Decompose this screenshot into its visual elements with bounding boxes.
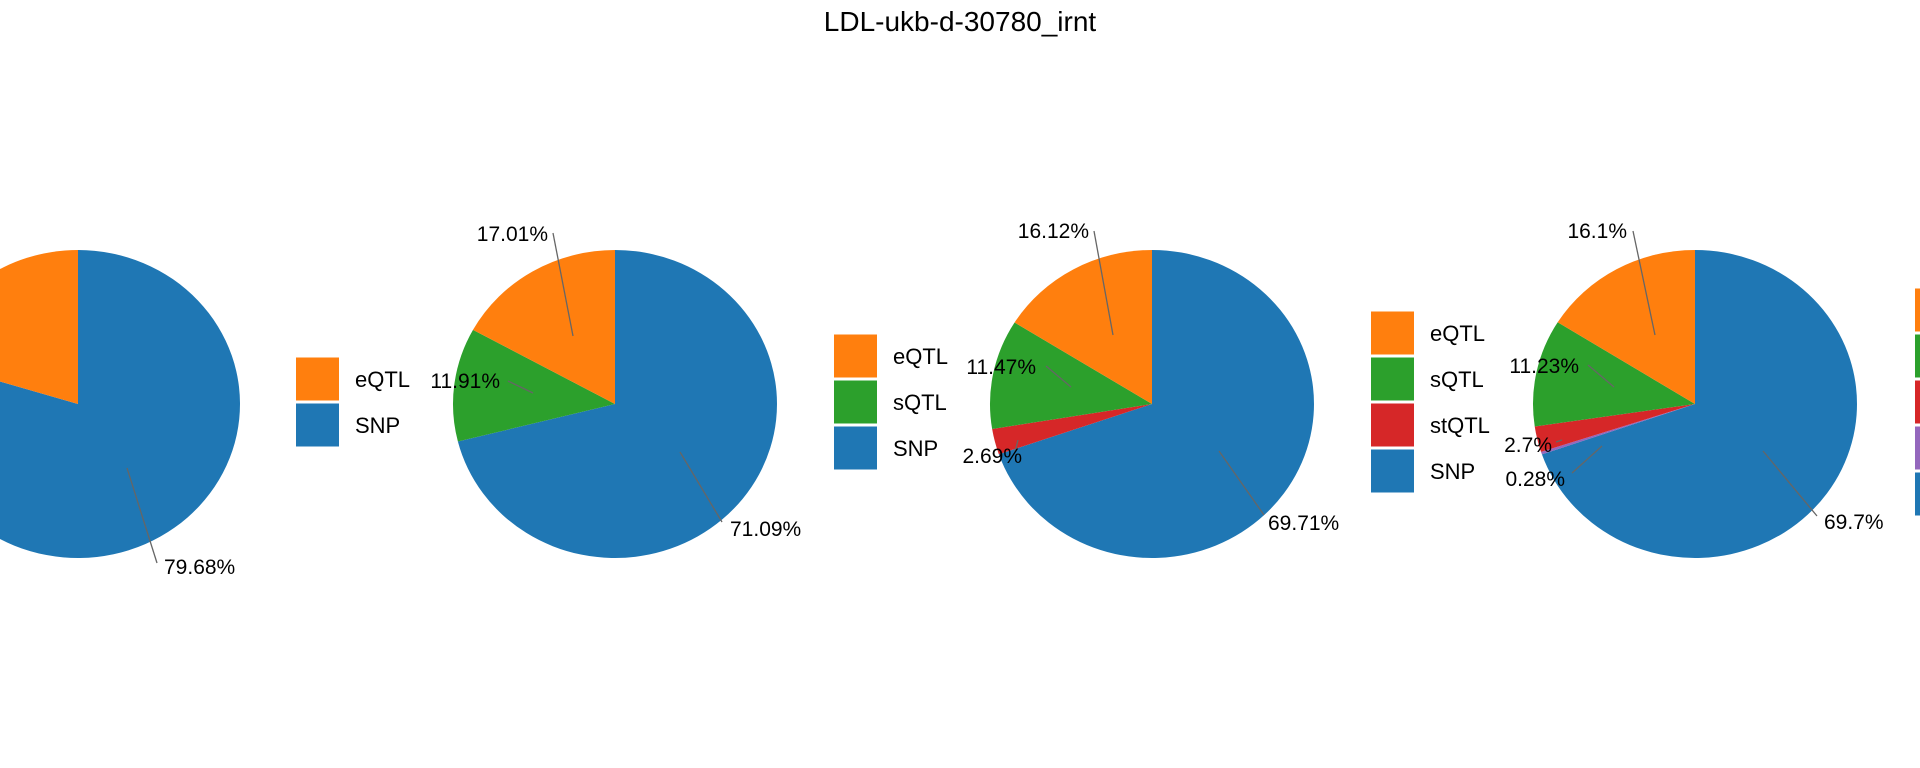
pie-slice-eqtl bbox=[1014, 250, 1152, 404]
slice-percent-label: 16.12% bbox=[1018, 220, 1089, 243]
pie-slice-other bbox=[1541, 404, 1695, 455]
legend-swatch-eqtl bbox=[1371, 311, 1414, 355]
legend-label-eqtl: eQTL bbox=[893, 344, 948, 369]
legend-label-sqtl: sQTL bbox=[1430, 367, 1484, 392]
pie-slice-eqtl bbox=[1557, 249, 1695, 404]
legend-label-eqtl: eQTL bbox=[355, 367, 410, 392]
slice-percent-label: 11.47% bbox=[966, 356, 1036, 379]
pie-panel-3: 16.12% 11.47% 2.69% 69.71% eQTL sQTL stQTL SNP bbox=[962, 220, 1490, 558]
legend-swatch-snp bbox=[834, 426, 877, 470]
leader-line bbox=[1555, 439, 1563, 443]
slice-percent-label: 11.23% bbox=[1509, 355, 1579, 378]
pie-panel-4: 16.1% 11.23% 2.7% 0.28% 69.7% bbox=[1504, 220, 1920, 559]
pie-slice-snp bbox=[0, 250, 240, 558]
pie-slice-eqtl bbox=[473, 250, 615, 404]
slice-percent-label: 2.7% bbox=[1504, 434, 1552, 457]
slice-percent-label: 16.1% bbox=[1567, 220, 1627, 243]
pie-slice-sqtl bbox=[1533, 322, 1695, 427]
leader-line bbox=[679, 451, 723, 523]
legend-swatch-eqtl bbox=[296, 357, 339, 401]
legend-swatch-stqtl bbox=[1915, 380, 1920, 424]
slice-percent-label: 2.69% bbox=[962, 445, 1022, 468]
pie-panel-2: 17.01% 11.91% 71.09% eQTL sQTL SNP bbox=[430, 223, 948, 559]
leader-line bbox=[1587, 364, 1615, 388]
pie-slice-snp bbox=[1541, 250, 1857, 559]
slice-percent-label: 69.71% bbox=[1268, 512, 1339, 535]
legend-swatch-snp bbox=[1371, 449, 1414, 493]
legend-swatch-snp bbox=[1915, 472, 1920, 516]
legend-swatch-sqtl bbox=[1915, 334, 1920, 378]
legend-label-snp: SNP bbox=[893, 436, 938, 461]
slice-percent-label: 17.01% bbox=[477, 223, 548, 246]
pie-slice-sqtl bbox=[989, 322, 1152, 429]
legend-label-eqtl: eQTL bbox=[1430, 321, 1485, 346]
legend-label-stqtl: stQTL bbox=[1430, 413, 1490, 438]
slice-percent-label: 11.91% bbox=[430, 370, 500, 393]
pie-slice-stqtl bbox=[992, 404, 1152, 455]
legend-label-snp: SNP bbox=[355, 413, 400, 438]
legend-label-sqtl: sQTL bbox=[893, 390, 947, 415]
chart-title: LDL-ukb-d-30780_irnt bbox=[824, 6, 1097, 37]
leader-line bbox=[1571, 445, 1603, 474]
legend-swatch-snp bbox=[296, 403, 339, 447]
legend-swatch-eqtl bbox=[834, 334, 877, 378]
leader-line bbox=[1218, 450, 1265, 516]
leader-line bbox=[552, 232, 574, 337]
legend-label-snp: SNP bbox=[1430, 459, 1475, 484]
leader-line bbox=[507, 380, 534, 394]
leader-line bbox=[1014, 439, 1019, 453]
leader-line bbox=[1632, 230, 1656, 336]
pie-slice-snp bbox=[998, 250, 1314, 558]
leader-line bbox=[126, 467, 158, 564]
pie-slice-eqtl bbox=[0, 250, 78, 404]
slice-percent-label: 69.7% bbox=[1824, 511, 1884, 534]
legend-swatch-sqtl bbox=[834, 380, 877, 424]
legend-swatch-other bbox=[1915, 426, 1920, 470]
slice-percent-label: 71.09% bbox=[730, 518, 801, 541]
leader-line bbox=[1762, 450, 1818, 517]
legend-swatch-sqtl bbox=[1371, 357, 1414, 401]
pie-slice-sqtl bbox=[452, 329, 615, 442]
legend-swatch-eqtl bbox=[1915, 288, 1920, 332]
slice-percent-label: 0.28% bbox=[1505, 468, 1565, 491]
leader-line bbox=[1045, 365, 1072, 388]
pie-panels: 79.68% eQTL SNP 17.01% 11.91% 71.09% eQTL sQTL S… bbox=[0, 220, 1920, 579]
legend-swatch-stqtl bbox=[1371, 403, 1414, 447]
slice-percent-label: 79.68% bbox=[164, 556, 235, 579]
pie-panel-1: 79.68% eQTL SNP bbox=[0, 250, 410, 579]
pie-slice-stqtl bbox=[1534, 404, 1695, 452]
leader-line bbox=[1093, 230, 1114, 336]
